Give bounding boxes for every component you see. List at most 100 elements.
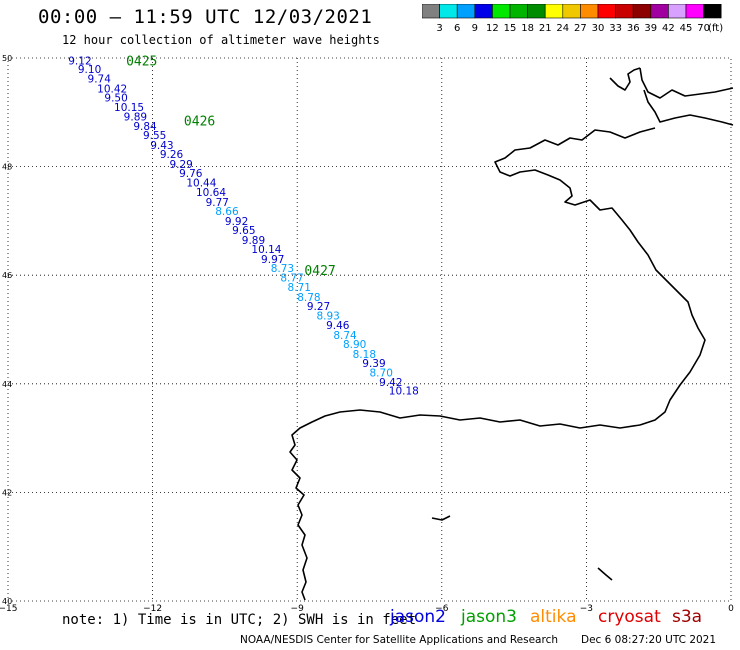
colorbar-label: 3 bbox=[436, 23, 442, 34]
swh-label: 9.43 bbox=[150, 140, 173, 152]
colorbar-label: 21 bbox=[539, 23, 552, 34]
time-label: 0427 bbox=[304, 264, 335, 279]
colorbar-label: 33 bbox=[609, 23, 622, 34]
colorbar-label: 30 bbox=[592, 23, 605, 34]
colorbar-swatch bbox=[685, 4, 704, 19]
swh-label: 9.39 bbox=[362, 358, 385, 370]
render-timestamp: Dec 6 08:27:20 UTC 2021 bbox=[581, 634, 717, 646]
swh-label: 8.73 bbox=[271, 263, 294, 275]
colorbar-swatch bbox=[422, 4, 440, 19]
colorbar-label: 9 bbox=[472, 23, 478, 34]
colorbar-label: 12 bbox=[486, 23, 499, 34]
colorbar-swatch bbox=[580, 4, 599, 19]
swh-label: 10.18 bbox=[389, 385, 419, 397]
coastline-normandy bbox=[643, 89, 734, 126]
swh-label: 8.66 bbox=[215, 206, 239, 218]
colorbar-swatch bbox=[439, 4, 458, 19]
swh-label: 8.78 bbox=[297, 292, 320, 304]
credit-text: NOAA/NESDIS Center for Satellite Applica… bbox=[240, 634, 558, 646]
mission-jason3: jason3 bbox=[461, 607, 517, 627]
colorbar-label: 70 bbox=[697, 23, 710, 34]
coastline-islet-1 bbox=[431, 515, 451, 521]
x-tick-label: 0 bbox=[728, 604, 734, 614]
swh-label: 9.29 bbox=[169, 159, 192, 171]
swh-label: 9.10 bbox=[78, 64, 101, 76]
swh-label: 9.42 bbox=[379, 377, 402, 389]
coastline-england bbox=[639, 67, 734, 99]
swh-label: 9.65 bbox=[232, 225, 255, 237]
swh-label: 9.55 bbox=[143, 130, 166, 142]
colorbar-label: 36 bbox=[627, 23, 640, 34]
colorbar-swatch bbox=[615, 4, 634, 19]
swh-label: 10.42 bbox=[97, 83, 127, 95]
swh-label: 8.18 bbox=[353, 349, 376, 361]
colorbar-swatch bbox=[492, 4, 511, 19]
swh-label: 9.27 bbox=[307, 301, 330, 313]
time-label: 0425 bbox=[126, 55, 157, 70]
mission-altika: altika bbox=[530, 607, 577, 627]
colorbar-label: 18 bbox=[521, 23, 534, 34]
y-tick-label: 40 bbox=[2, 597, 12, 606]
colorbar-swatch bbox=[544, 4, 564, 19]
mission-jason2: jason2 bbox=[390, 607, 446, 627]
colorbar-label: 27 bbox=[574, 23, 587, 34]
coastline-islet-2 bbox=[597, 567, 613, 581]
colorbar-swatch bbox=[562, 4, 581, 19]
colorbar-unit: (ft) bbox=[708, 23, 723, 34]
coastline-spain-north bbox=[289, 409, 641, 601]
colorbar-swatch bbox=[650, 4, 669, 19]
colorbar-swatch bbox=[456, 4, 476, 19]
y-tick-label: 44 bbox=[2, 380, 12, 389]
colorbar-swatch bbox=[527, 4, 546, 19]
grid bbox=[7, 57, 732, 602]
y-tick-label: 46 bbox=[2, 271, 12, 280]
x-tick-label: −3 bbox=[580, 604, 593, 614]
colorbar-label: 24 bbox=[556, 23, 569, 34]
swh-label: 9.77 bbox=[206, 197, 229, 209]
swh-label: 9.26 bbox=[160, 149, 184, 161]
coastline-brittany bbox=[494, 127, 706, 426]
colorbar-legend: 3 6 9 12 15 18 21 24 27 30 33 36 39 42 45 70(ft) bbox=[422, 4, 723, 34]
colorbar-label: 42 bbox=[662, 23, 675, 34]
colorbar-label: 45 bbox=[680, 23, 693, 34]
y-tick-label: 42 bbox=[2, 488, 12, 497]
colorbar-swatch bbox=[509, 4, 528, 19]
swh-label: 9.74 bbox=[88, 74, 112, 86]
swh-label: 8.77 bbox=[280, 272, 303, 284]
swh-label: 9.97 bbox=[261, 254, 284, 266]
mission-s3a: s3a bbox=[672, 607, 703, 627]
x-tick-label: −15 bbox=[0, 604, 18, 614]
mission-cryosat: cryosat bbox=[598, 607, 661, 627]
colorbar-swatch bbox=[632, 4, 652, 19]
swh-label: 9.50 bbox=[104, 93, 127, 105]
colorbar-label: 39 bbox=[644, 23, 657, 34]
altimeter-track: 9.129.109.7410.429.5010.159.899.849.559.… bbox=[68, 55, 419, 398]
colorbar-label: 6 bbox=[454, 23, 460, 34]
swh-label: 8.71 bbox=[288, 282, 311, 294]
swh-label: 9.46 bbox=[326, 320, 350, 332]
swh-label: 9.89 bbox=[242, 235, 265, 247]
colorbar-swatch bbox=[474, 4, 493, 19]
footer-note: note: 1) Time is in UTC; 2) SWH is in fe… bbox=[62, 612, 417, 628]
swh-label: 9.76 bbox=[179, 168, 203, 180]
swh-label: 10.44 bbox=[186, 177, 216, 189]
time-label: 0426 bbox=[184, 114, 215, 129]
chart-subtitle: 12 hour collection of altimeter wave hei… bbox=[62, 33, 380, 47]
swh-label: 8.90 bbox=[343, 339, 366, 351]
colorbar-swatch bbox=[668, 4, 687, 19]
colorbar-label: 15 bbox=[504, 23, 517, 34]
swh-label: 9.89 bbox=[124, 112, 147, 124]
swh-label: 9.12 bbox=[68, 56, 91, 68]
chart-title: 00:00 – 11:59 UTC 12/03/2021 bbox=[38, 6, 373, 28]
coastline bbox=[289, 67, 734, 601]
swh-label: 9.92 bbox=[225, 216, 248, 228]
swh-label: 8.93 bbox=[316, 310, 339, 322]
swh-label: 8.70 bbox=[370, 367, 393, 379]
swh-label: 10.64 bbox=[196, 187, 226, 199]
swh-label: 9.84 bbox=[133, 121, 157, 133]
plot-frame bbox=[7, 57, 732, 602]
y-tick-label: 50 bbox=[2, 54, 12, 63]
swh-label: 8.74 bbox=[333, 330, 357, 342]
swh-label: 10.15 bbox=[114, 102, 144, 114]
